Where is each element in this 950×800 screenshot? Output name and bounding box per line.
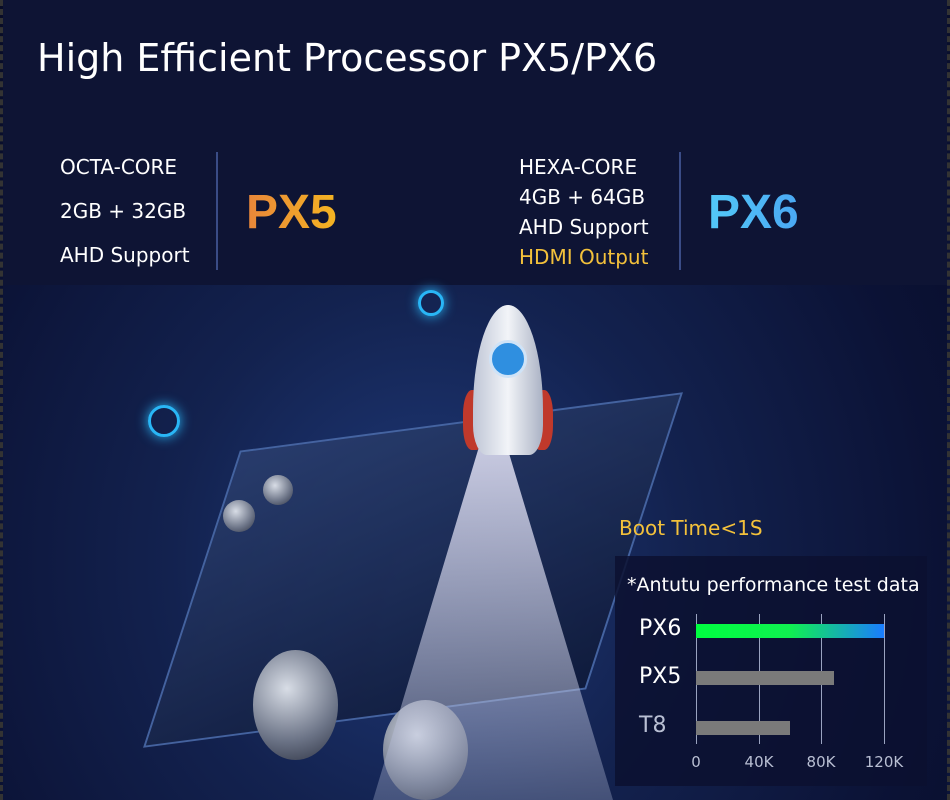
spec-header bbox=[3, 0, 947, 285]
bar-px5 bbox=[696, 671, 834, 685]
px6-specs: HEXA-CORE 4GB + 64GB AHD Support HDMI Ou… bbox=[519, 152, 649, 272]
circuit-node-icon bbox=[148, 405, 180, 437]
px6-spec: 4GB + 64GB bbox=[519, 185, 646, 209]
bar-t8 bbox=[696, 721, 790, 735]
px6-spec: AHD Support bbox=[519, 215, 649, 239]
px5-specs: OCTA-CORE 2GB + 32GB AHD Support bbox=[60, 152, 190, 270]
grid-line bbox=[884, 614, 885, 744]
rocket-logo-icon bbox=[489, 340, 527, 378]
page-title: High Efficient Processor PX5/PX6 bbox=[37, 36, 658, 80]
rocket-illustration bbox=[473, 305, 543, 455]
px6-spec-highlight: HDMI Output bbox=[519, 245, 649, 269]
component-illustration bbox=[263, 475, 293, 505]
bar-px6 bbox=[696, 624, 884, 638]
px5-spec: 2GB + 32GB bbox=[60, 199, 187, 223]
x-tick-label: 120K bbox=[864, 753, 904, 771]
category-label: PX6 bbox=[639, 616, 682, 641]
x-tick-label: 80K bbox=[806, 753, 836, 771]
category-label: T8 bbox=[639, 713, 667, 738]
chart-title: *Antutu performance test data bbox=[627, 574, 920, 596]
category-label: PX5 bbox=[639, 664, 682, 689]
x-tick-label: 0 bbox=[691, 753, 701, 771]
px6-label: PX6 bbox=[708, 186, 799, 239]
px5-spec: AHD Support bbox=[60, 243, 190, 267]
px5-spec: OCTA-CORE bbox=[60, 155, 178, 179]
x-tick-label: 40K bbox=[744, 753, 774, 771]
component-illustration bbox=[223, 500, 255, 532]
divider bbox=[216, 152, 218, 270]
px6-spec: HEXA-CORE bbox=[519, 155, 638, 179]
circuit-node-icon bbox=[418, 290, 444, 316]
boot-time-label: Boot Time<1S bbox=[619, 516, 763, 540]
px5-label: PX5 bbox=[246, 186, 337, 239]
capacitor-illustration bbox=[253, 650, 338, 760]
divider bbox=[679, 152, 681, 270]
